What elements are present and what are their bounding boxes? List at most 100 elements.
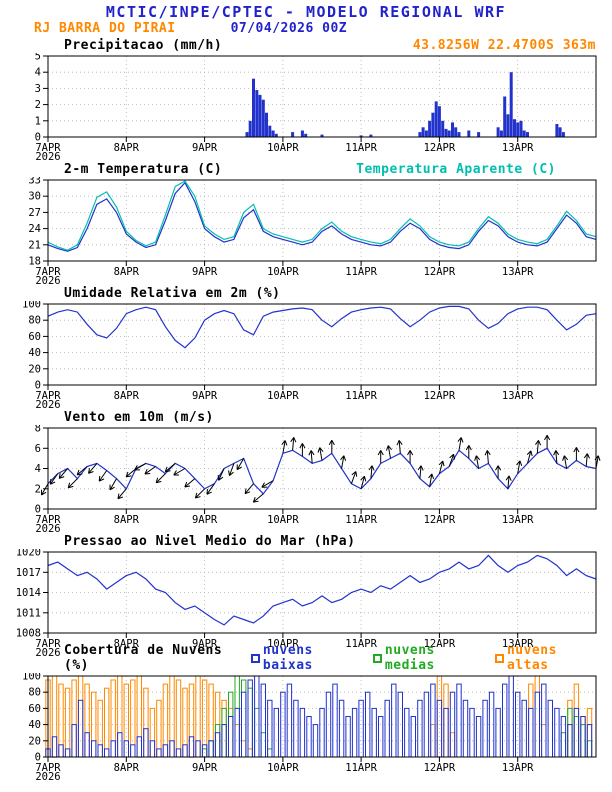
svg-text:21: 21: [28, 239, 41, 251]
station-name: RJ BARRA DO PIRAI: [34, 21, 176, 36]
report-subtitle-row: RJ BARRA DO PIRAI 07/04/2026 00Z: [0, 21, 612, 37]
svg-text:10APR: 10APR: [267, 142, 299, 154]
svg-text:27: 27: [28, 207, 41, 219]
svg-text:2: 2: [35, 483, 41, 495]
legend-item-nuvens-medias: nuvens medias: [373, 643, 481, 673]
legend-item-nuvens-baixas: nuvens baixas: [251, 643, 359, 673]
svg-text:2026: 2026: [35, 647, 60, 657]
svg-text:12APR: 12APR: [424, 762, 456, 774]
svg-text:13APR: 13APR: [502, 638, 534, 650]
run-datetime: 07/04/2026 00Z: [230, 21, 348, 36]
svg-text:8: 8: [35, 425, 41, 435]
svg-text:40: 40: [28, 347, 41, 359]
svg-text:6: 6: [35, 443, 41, 455]
svg-text:11APR: 11APR: [345, 142, 377, 154]
svg-text:7APR: 7APR: [35, 514, 61, 526]
svg-text:10APR: 10APR: [267, 514, 299, 526]
svg-text:13APR: 13APR: [502, 762, 534, 774]
legend-item-nuvens-altas: nuvens altas: [495, 643, 596, 673]
svg-text:0: 0: [35, 380, 41, 392]
svg-text:0: 0: [35, 132, 41, 144]
legend-label-nuvens-baixas: nuvens baixas: [262, 643, 313, 673]
humidity-title-row: Umidade Relativa em 2m (%): [0, 286, 612, 301]
svg-text:11APR: 11APR: [345, 514, 377, 526]
svg-text:2026: 2026: [35, 275, 60, 285]
svg-text:11APR: 11APR: [345, 762, 377, 774]
svg-text:4: 4: [35, 463, 41, 475]
svg-text:7APR: 7APR: [35, 762, 61, 774]
pressure-title-row: Pressao ao Nivel Medio do Mar (hPa): [0, 534, 612, 549]
svg-text:10APR: 10APR: [267, 762, 299, 774]
svg-text:2: 2: [35, 99, 41, 111]
clouds-legend: nuvens baixas nuvens medias nuvens altas: [251, 643, 596, 673]
panel-clouds: Cobertura de Nuvens (%) nuvens baixas nu…: [0, 643, 612, 781]
panel-humidity: Umidade Relativa em 2m (%) 0 20 40 60 80 100 7…: [0, 286, 612, 409]
svg-text:2026: 2026: [35, 399, 60, 409]
svg-text:12APR: 12APR: [424, 638, 456, 650]
svg-text:7APR: 7APR: [35, 142, 61, 154]
svg-text:8APR: 8APR: [114, 762, 140, 774]
svg-text:18: 18: [28, 256, 41, 268]
panel-title-humidity: Umidade Relativa em 2m (%): [64, 286, 281, 301]
svg-text:80: 80: [28, 315, 41, 327]
svg-text:9APR: 9APR: [192, 266, 218, 278]
svg-text:1008: 1008: [16, 628, 41, 640]
svg-text:80: 80: [28, 687, 41, 699]
svg-text:1020: 1020: [16, 549, 41, 559]
legend-label-nuvens-medias: nuvens medias: [384, 643, 435, 673]
svg-text:3: 3: [35, 83, 41, 95]
svg-text:40: 40: [28, 719, 41, 731]
svg-text:12APR: 12APR: [424, 390, 456, 402]
svg-text:2026: 2026: [35, 771, 60, 781]
panel-title-wind: Vento em 10m (m/s): [64, 410, 214, 425]
panel-title-pressure: Pressao ao Nivel Medio do Mar (hPa): [64, 534, 356, 549]
svg-text:24: 24: [28, 223, 41, 235]
precipitation-title-row: Precipitacao (mm/h) 43.8256W 22.4700S 36…: [0, 38, 612, 53]
svg-text:9APR: 9APR: [192, 514, 218, 526]
station-coordinates: 43.8256W 22.4700S 363m: [412, 38, 596, 53]
svg-text:13APR: 13APR: [502, 514, 534, 526]
legend-label-nuvens-altas: nuvens altas: [506, 643, 557, 673]
svg-text:9APR: 9APR: [192, 762, 218, 774]
svg-text:12APR: 12APR: [424, 514, 456, 526]
svg-text:10APR: 10APR: [267, 390, 299, 402]
svg-text:100: 100: [22, 673, 41, 683]
wind-title-row: Vento em 10m (m/s): [0, 410, 612, 425]
svg-text:7APR: 7APR: [35, 266, 61, 278]
svg-text:13APR: 13APR: [502, 266, 534, 278]
svg-text:10APR: 10APR: [267, 266, 299, 278]
svg-text:1017: 1017: [16, 567, 41, 579]
panel-title-precipitation: Precipitacao (mm/h): [64, 38, 223, 53]
svg-text:1: 1: [35, 115, 41, 127]
panel-title-clouds: Cobertura de Nuvens (%): [64, 643, 223, 673]
svg-text:4: 4: [35, 67, 41, 79]
svg-text:12APR: 12APR: [424, 266, 456, 278]
svg-text:9APR: 9APR: [192, 142, 218, 154]
report-title: MCTIC/INPE/CPTEC - MODELO REGIONAL WRF: [105, 3, 507, 21]
svg-text:11APR: 11APR: [345, 638, 377, 650]
panel-wind: Vento em 10m (m/s) 0 2 4 6 8 7APR 2026 8APR 9APR…: [0, 410, 612, 533]
svg-text:11APR: 11APR: [345, 266, 377, 278]
svg-text:1011: 1011: [16, 607, 41, 619]
svg-text:1014: 1014: [16, 587, 41, 599]
svg-text:9APR: 9APR: [192, 638, 218, 650]
svg-text:8APR: 8APR: [114, 142, 140, 154]
svg-text:8APR: 8APR: [114, 514, 140, 526]
nuvens-baixas-swatch-icon: [251, 653, 260, 663]
nuvens-altas-swatch-icon: [495, 653, 504, 663]
svg-text:60: 60: [28, 703, 41, 715]
svg-text:13APR: 13APR: [502, 142, 534, 154]
svg-text:33: 33: [28, 177, 41, 187]
temperature-title-row: 2-m Temperatura (C) Temperatura Aparente…: [0, 162, 612, 177]
clouds-title-row: Cobertura de Nuvens (%) nuvens baixas nu…: [0, 643, 612, 673]
svg-text:20: 20: [28, 363, 41, 375]
svg-text:9APR: 9APR: [192, 390, 218, 402]
panel-temperature: 2-m Temperatura (C) Temperatura Aparente…: [0, 162, 612, 285]
apparent-temperature-label: Temperatura Aparente (C): [356, 162, 556, 177]
svg-text:5: 5: [35, 53, 41, 63]
svg-text:7APR: 7APR: [35, 638, 61, 650]
